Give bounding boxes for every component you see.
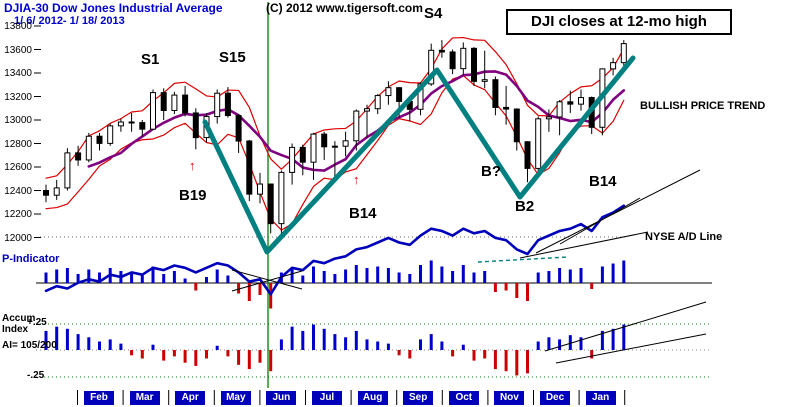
y-axis-label: 12600 [4, 162, 32, 173]
y-axis-label: 13600 [4, 44, 32, 56]
y-axis-label: 13200 [4, 91, 32, 103]
y-axis-label: 12400 [4, 185, 32, 197]
buy-signal-b2: B2 [515, 198, 535, 215]
p-indicator-label: P-Indicator [2, 253, 60, 265]
buy-arrow-icon: ↑ [353, 172, 360, 187]
buy-arrow-icon: ↑ [189, 158, 196, 173]
y-axis-label: 13000 [4, 115, 32, 126]
y-axis-label: 13800 [4, 21, 32, 32]
buy-signal-b19: B19 [179, 187, 207, 204]
month-label: May [220, 391, 251, 405]
chart-title: DJIA-30 Dow Jones Industrial Average [4, 1, 223, 15]
plus-25-gridline-label: +.25 [27, 317, 47, 328]
accum-label-line1: Accum [2, 313, 36, 324]
month-label: Jun [266, 391, 297, 405]
sell-signal-s15: S15 [219, 49, 246, 66]
y-axis-label: 12200 [4, 209, 32, 220]
month-label: Aug [357, 391, 388, 405]
buy-signal-unknown: B? [481, 163, 501, 180]
month-label: Sep [403, 391, 434, 405]
sell-signal-s4: S4 [424, 5, 443, 22]
bullish-trend-label: BULLISH PRICE TREND [640, 100, 766, 112]
accum-label-line2: Index [2, 324, 29, 335]
month-label: Apr [175, 391, 206, 405]
buy-signal-b14-second: B14 [589, 173, 617, 190]
y-axis-label: 13400 [4, 68, 32, 79]
headline-callout: DJI closes at 12-mo high [506, 9, 732, 35]
chart-date-range: 1/ 6/ 2012- 1/ 18/ 2013 [14, 15, 125, 27]
sell-signal-s1: S1 [141, 51, 160, 68]
y-axis-label: 12000 [4, 232, 32, 244]
copyright-text: (C) 2012 www.tigersoft.com [266, 1, 423, 15]
y-axis-label: 12800 [4, 138, 32, 150]
buy-signal-b14-first: B14 [349, 205, 377, 222]
month-label: Mar [129, 391, 160, 405]
month-label: Jan [585, 391, 616, 405]
month-label: Nov [494, 391, 525, 405]
month-label: Jul [312, 391, 342, 405]
nyse-ad-line-label: NYSE A/D Line [645, 231, 723, 243]
minus-25-gridline-label: -.25 [27, 370, 45, 381]
month-label: Feb [84, 391, 114, 405]
month-label: Oct [448, 391, 479, 405]
accum-ai-value: AI= 105/200 [2, 340, 57, 351]
month-label: Dec [540, 391, 570, 405]
